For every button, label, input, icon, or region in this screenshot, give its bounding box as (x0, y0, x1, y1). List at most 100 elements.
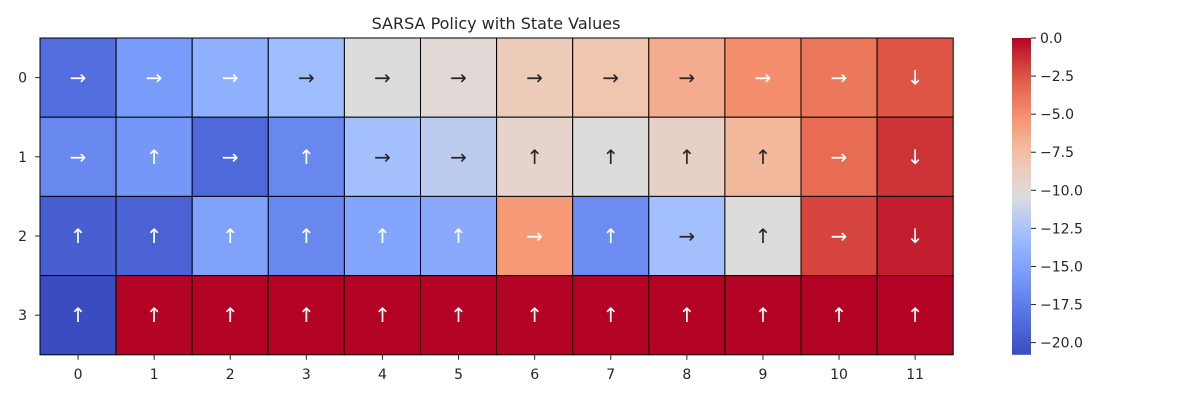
policy-arrow-r2-c0: ↑ (70, 224, 87, 248)
policy-arrow-r1-c5: → (450, 145, 467, 169)
policy-arrow-r3-c3: ↑ (298, 303, 315, 327)
heatmap-cell-r3-c5 (420, 275, 498, 356)
policy-arrow-r0-c4: → (374, 66, 391, 90)
policy-arrow-r2-c2: ↑ (222, 224, 239, 248)
policy-arrow-r2-c8: → (678, 224, 695, 248)
heatmap-cell-r2-c10 (800, 195, 878, 277)
x-tick-label: 2 (226, 367, 235, 383)
heatmap-cell-r3-c0 (39, 275, 117, 356)
heatmap-cell-r1-c3 (267, 116, 345, 197)
policy-arrow-r3-c5: ↑ (450, 303, 467, 327)
x-tick-label: 8 (682, 367, 691, 383)
heatmap-cell-r3-c6 (496, 275, 574, 356)
policy-arrow-r2-c1: ↑ (146, 224, 163, 248)
heatmap-cell-r2-c2 (191, 195, 269, 277)
heatmap-cell-r2-c11 (876, 195, 954, 277)
colorbar-tick-label: −2.5 (1040, 69, 1074, 85)
y-axis-ticks: 0 1 2 3 (18, 71, 40, 324)
colorbar-tick-label: −10.0 (1040, 183, 1083, 199)
policy-arrow-r0-c3: → (298, 66, 315, 90)
heatmap-cell-r3-c8 (648, 275, 726, 356)
policy-arrow-r1-c3: ↑ (298, 145, 315, 169)
y-tick-label: 0 (18, 71, 27, 87)
chart-title: SARSA Policy with State Values (372, 14, 621, 33)
policy-arrow-r1-c10: → (831, 145, 848, 169)
heatmap-cell-r0-c9 (724, 37, 802, 118)
heatmap-cell-r1-c8 (648, 116, 726, 197)
policy-arrow-r0-c5: → (450, 66, 467, 90)
x-tick-label: 9 (758, 367, 767, 383)
policy-arrows: → → → → → → → → → → → ↓ → ↑ → ↑ → → ↑ ↑ ↑ ↑ → ↓ ↑ ↑ ↑ ↑ ↑ ↑ → ↑ → ↑ → ↓ ↑ ↑ ↑ ↑… (70, 66, 924, 328)
x-tick-label: 5 (454, 367, 463, 383)
policy-arrow-r0-c8: → (678, 66, 695, 90)
policy-arrow-r1-c4: → (374, 145, 391, 169)
colorbar: 0.0 −2.5 −5.0 −7.5 −10.0 −12.5 −15.0 −17.5 −20.0 (1012, 31, 1083, 355)
colorbar-tick-label: −12.5 (1040, 221, 1083, 237)
heatmap-cell-r1-c4 (343, 116, 421, 197)
heatmap-cell-r1-c0 (39, 116, 117, 197)
x-tick-label: 7 (606, 367, 615, 383)
policy-arrow-r3-c1: ↑ (146, 303, 163, 327)
heatmap-cell-r1-c5 (420, 116, 498, 197)
x-tick-label: 1 (150, 367, 159, 383)
heatmap-cell-r2-c4 (343, 195, 421, 277)
policy-arrow-r3-c11: ↑ (907, 303, 924, 327)
heatmap-cell-r0-c0 (39, 37, 117, 118)
x-tick-label: 11 (906, 367, 924, 383)
heatmap-cell-r1-c9 (724, 116, 802, 197)
policy-arrow-r0-c7: → (602, 66, 619, 90)
policy-arrow-r0-c9: → (755, 66, 772, 90)
heatmap-cell-r0-c4 (343, 37, 421, 118)
heatmap-cell-r3-c3 (267, 275, 345, 356)
policy-arrow-r3-c4: ↑ (374, 303, 391, 327)
policy-arrow-r1-c8: ↑ (678, 145, 695, 169)
x-tick-label: 3 (302, 367, 311, 383)
policy-arrow-r0-c0: → (70, 66, 87, 90)
policy-arrow-r0-c11: ↓ (907, 66, 924, 90)
colorbar-tick-label: −7.5 (1040, 145, 1074, 161)
y-tick-label: 3 (18, 308, 27, 324)
colorbar-tick-label: −20.0 (1040, 336, 1083, 352)
colorbar-tick-label: 0.0 (1040, 31, 1062, 47)
policy-arrow-r1-c9: ↑ (755, 145, 772, 169)
x-tick-label: 0 (74, 367, 83, 383)
heatmap-cell-r2-c0 (39, 195, 117, 277)
policy-arrow-r3-c10: ↑ (831, 303, 848, 327)
policy-arrow-r2-c9: ↑ (755, 224, 772, 248)
heatmap-cell-r0-c7 (572, 37, 650, 118)
policy-arrow-r0-c1: → (146, 66, 163, 90)
heatmap-cell-r3-c1 (115, 275, 193, 356)
heatmap-cell-r3-c2 (191, 275, 269, 356)
heatmap-cell-r0-c2 (191, 37, 269, 118)
x-tick-label: 6 (530, 367, 539, 383)
heatmap-cell-r2-c3 (267, 195, 345, 277)
policy-arrow-r2-c10: → (831, 224, 848, 248)
policy-arrow-r3-c6: ↑ (526, 303, 543, 327)
policy-arrow-r1-c0: → (70, 145, 87, 169)
heatmap-cell-r3-c9 (724, 275, 802, 356)
heatmap-cell-r1-c6 (496, 116, 574, 197)
policy-arrow-r3-c8: ↑ (678, 303, 695, 327)
heatmap-cell-r3-c11 (876, 275, 954, 356)
policy-arrow-r3-c2: ↑ (222, 303, 239, 327)
policy-arrow-r2-c4: ↑ (374, 224, 391, 248)
policy-arrow-r2-c6: → (526, 224, 543, 248)
x-tick-label: 10 (830, 367, 848, 383)
policy-arrow-r0-c2: → (222, 66, 239, 90)
policy-arrow-r1-c7: ↑ (602, 145, 619, 169)
x-axis-ticks: 0 1 2 3 4 5 6 7 8 9 10 11 (74, 354, 924, 383)
heatmap-cell-r0-c1 (115, 37, 193, 118)
heatmap-cell-r1-c7 (572, 116, 650, 197)
heatmap-cell-r3-c10 (800, 275, 878, 356)
y-tick-label: 1 (18, 150, 27, 166)
policy-arrow-r2-c3: ↑ (298, 224, 315, 248)
policy-arrow-r3-c7: ↑ (602, 303, 619, 327)
policy-arrow-r1-c11: ↓ (907, 145, 924, 169)
heatmap-cell-r1-c11 (876, 116, 954, 197)
colorbar-gradient (1012, 38, 1031, 355)
x-tick-label: 4 (378, 367, 387, 383)
heatmap-cell-r0-c3 (267, 37, 345, 118)
heatmap-cell-r1-c10 (800, 116, 878, 197)
colorbar-tick-label: −5.0 (1040, 107, 1074, 123)
